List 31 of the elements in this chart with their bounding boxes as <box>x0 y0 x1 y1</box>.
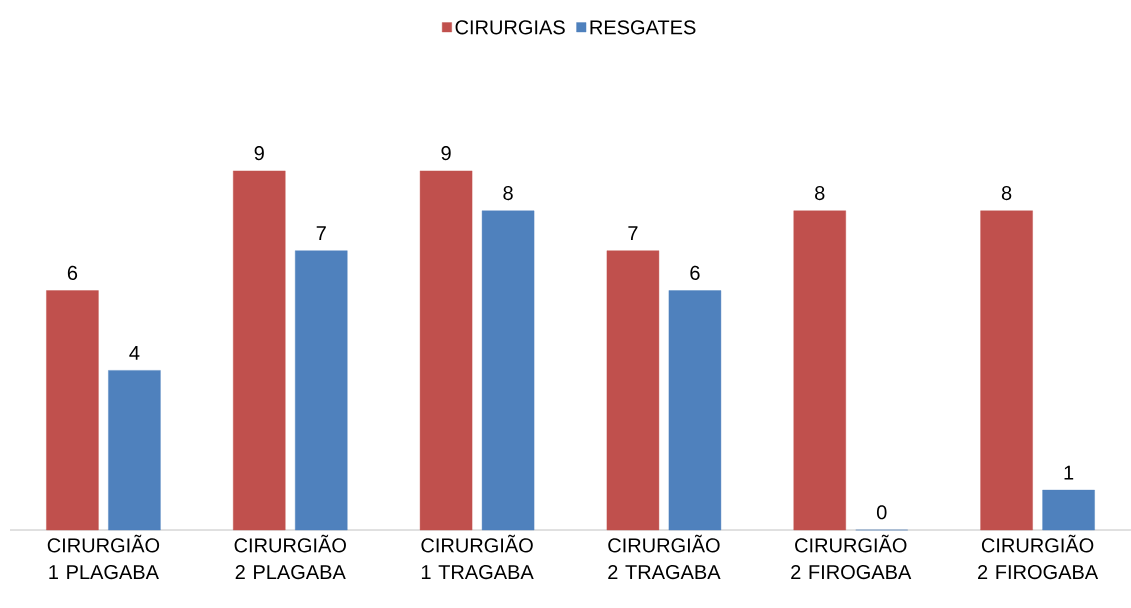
bar <box>46 290 99 531</box>
bar <box>419 170 473 531</box>
x-tick-label: CIRURGIÃO 1 TRAGABA <box>421 534 534 580</box>
data-label: 9 <box>441 146 451 161</box>
bar <box>233 170 286 531</box>
data-label: 6 <box>690 265 700 280</box>
x-tick-label: CIRURGIÃO 2 FIROGABA <box>978 534 1099 580</box>
bar <box>481 210 535 531</box>
data-label: 8 <box>1001 185 1012 201</box>
data-label: 8 <box>815 185 825 201</box>
data-label: 7 <box>316 226 326 241</box>
data-label: 8 <box>503 185 513 201</box>
bar <box>108 370 161 531</box>
x-tick-label: CIRURGIÃO 2 FIROGABA <box>791 534 912 580</box>
bar <box>295 250 348 531</box>
x-tick-label: CIRURGIÃO 2 PLAGABA <box>234 534 346 580</box>
data-label: 6 <box>67 265 78 280</box>
data-label: 7 <box>628 226 638 241</box>
data-label: 1 <box>1064 465 1074 480</box>
x-tick-label: CIRURGIÃO 2 TRAGABA <box>608 534 721 580</box>
bar <box>1042 489 1095 531</box>
legend-label: RESGATES <box>590 20 696 35</box>
bar <box>980 210 1033 531</box>
data-label: 9 <box>254 146 264 161</box>
legend-label: CIRURGIAS <box>455 20 565 35</box>
data-label: 4 <box>129 345 140 360</box>
bar <box>606 250 660 531</box>
bar <box>793 210 846 531</box>
data-label: 0 <box>876 505 887 520</box>
bar <box>668 290 722 531</box>
x-tick-label: CIRURGIÃO 1 PLAGABA <box>47 534 160 580</box>
